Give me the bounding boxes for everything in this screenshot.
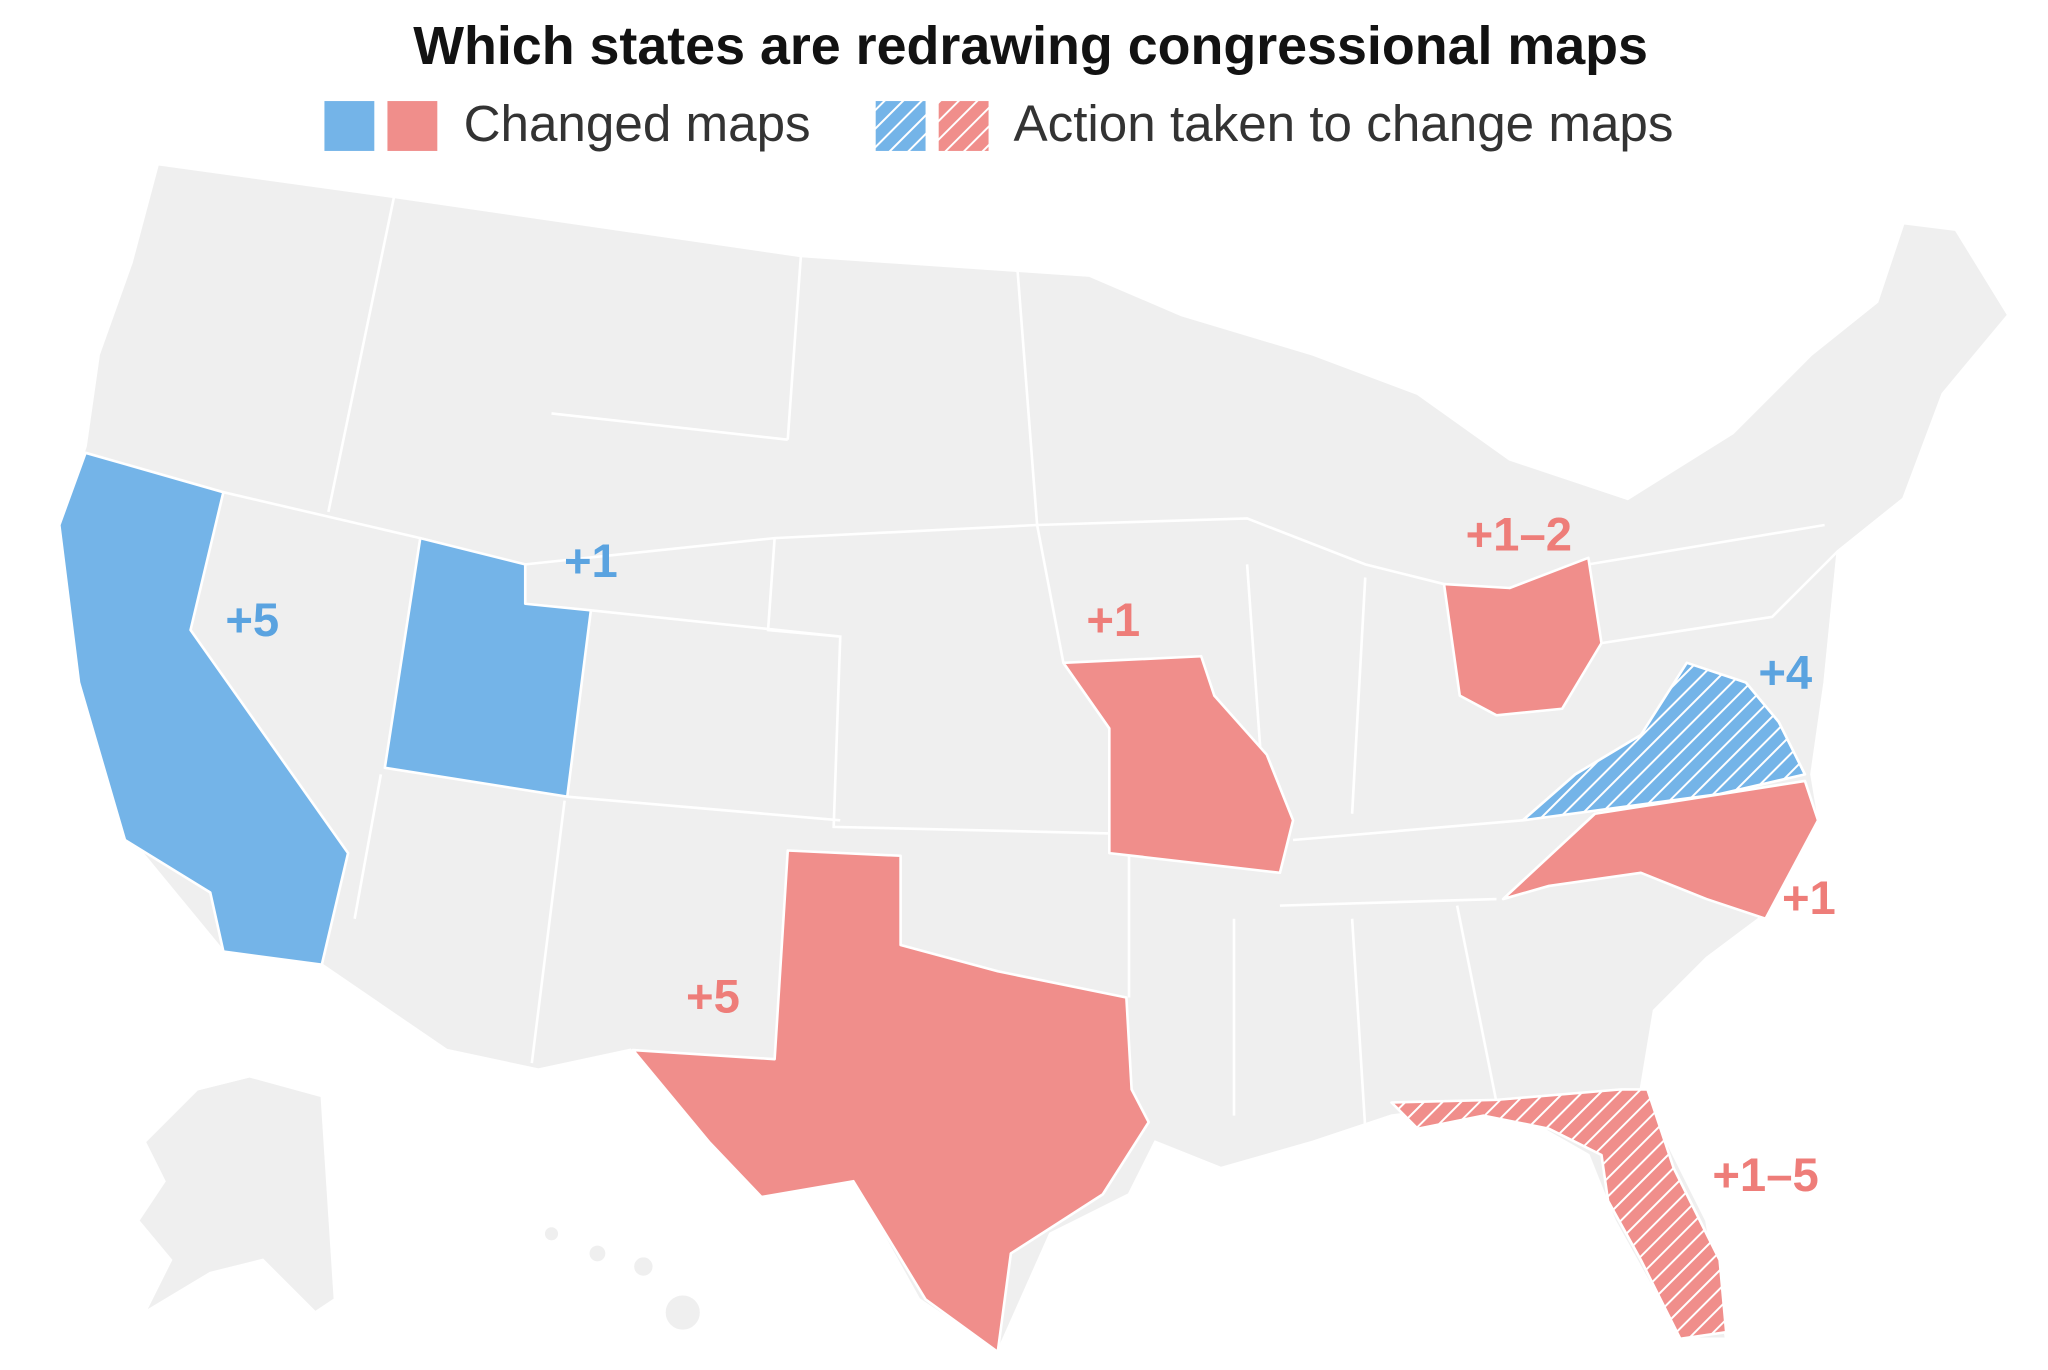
- state-changed: [631, 849, 1150, 1354]
- alaska: [136, 1074, 337, 1316]
- state-changed: [1062, 654, 1295, 875]
- seat-label: +1: [564, 535, 618, 588]
- state-changed: [1501, 779, 1820, 921]
- state-changed: [1442, 556, 1603, 717]
- legend-swatch: [875, 101, 926, 151]
- state-action-taken: [1390, 1088, 1728, 1341]
- state-changed: [383, 536, 593, 798]
- hawaii: [586, 1242, 608, 1264]
- legend-label: Changed maps: [464, 95, 811, 152]
- legend-swatch: [387, 101, 438, 151]
- legend-label: Action taken to change maps: [1014, 95, 1674, 152]
- hawaii: [663, 1292, 703, 1333]
- state-borders: [223, 196, 1839, 1129]
- state-changed: [57, 451, 350, 966]
- us-outline: [57, 162, 2010, 1354]
- seat-label: +5: [225, 594, 279, 647]
- seat-label: +1: [1782, 872, 1836, 925]
- hawaii: [542, 1224, 561, 1243]
- seat-label: +5: [686, 971, 740, 1024]
- seat-label: +1: [1086, 594, 1140, 647]
- hawaii: [631, 1254, 656, 1279]
- state-action-taken: [1521, 661, 1807, 822]
- legend-swatch: [938, 101, 989, 151]
- seat-label: +1–5: [1712, 1149, 1818, 1202]
- legend-swatch: [324, 101, 375, 151]
- title: Which states are redrawing congressional…: [413, 16, 1648, 76]
- seat-label: +4: [1758, 646, 1813, 699]
- seat-label: +1–2: [1466, 509, 1572, 562]
